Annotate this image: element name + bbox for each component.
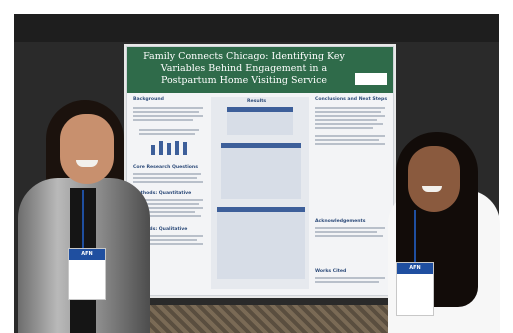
text-line	[133, 239, 197, 241]
mini-bar-figure	[151, 141, 191, 155]
badge-band-text: AFN	[81, 251, 93, 257]
text-line	[315, 115, 385, 117]
floor-carpet	[150, 305, 400, 333]
ceiling-band	[14, 14, 499, 42]
poster-header: Family Connects Chicago: Identifying Key…	[127, 47, 393, 93]
text-line	[315, 119, 377, 121]
text-line	[133, 107, 203, 109]
left-presenter-face	[60, 114, 114, 184]
section-acknowledgements-title: Acknowledgements	[315, 219, 366, 224]
text-line	[315, 107, 385, 109]
figure-bar	[151, 145, 155, 155]
right-presenter-face	[408, 146, 460, 212]
badge-band: AFN	[69, 249, 105, 260]
figure-bar	[175, 141, 179, 155]
results-table	[221, 143, 301, 199]
section-works-cited-title: Works Cited	[315, 269, 347, 274]
text-line	[315, 143, 385, 145]
figure-bar	[183, 142, 187, 155]
text-line	[133, 235, 203, 237]
text-line	[133, 173, 201, 175]
text-line	[133, 177, 197, 179]
text-line	[133, 115, 203, 117]
right-lanyard	[414, 210, 416, 262]
text-line	[315, 281, 379, 283]
text-line	[315, 123, 383, 125]
text-line	[133, 181, 203, 183]
poster-column-right: Conclusions and Next Steps Acknowledgeme…	[315, 97, 387, 289]
text-line	[133, 207, 203, 209]
right-presenter-smile	[422, 186, 442, 192]
section-methods-qual-title: Methods: Qualitative	[133, 227, 188, 232]
left-presenter-smile	[76, 160, 98, 167]
left-name-badge: AFN	[68, 248, 106, 300]
poster-title: Family Connects Chicago: Identifying Key…	[143, 51, 345, 86]
text-line	[139, 133, 195, 135]
left-lanyard	[82, 190, 84, 248]
text-line	[133, 111, 199, 113]
text-line	[315, 235, 383, 237]
table-header	[227, 107, 293, 112]
poster-column-left: Background Core Research Questions Metho…	[133, 97, 205, 289]
badge-band: AFN	[397, 263, 433, 274]
results-table	[227, 107, 293, 135]
results-table	[217, 207, 305, 279]
badge-band-text: AFN	[409, 265, 421, 271]
section-results-title: Results	[247, 99, 267, 104]
poster-logo	[355, 73, 387, 85]
text-line	[133, 203, 199, 205]
section-methods-quant-title: Methods: Quantitative	[133, 191, 192, 196]
text-line	[315, 135, 385, 137]
text-line	[315, 111, 381, 113]
research-poster: Family Connects Chicago: Identifying Key…	[126, 46, 394, 296]
text-line	[315, 139, 379, 141]
right-name-badge: AFN	[396, 262, 434, 316]
section-conclusions-title: Conclusions and Next Steps	[315, 97, 388, 102]
poster-column-middle: Results	[211, 97, 309, 289]
text-line	[315, 127, 373, 129]
section-research-questions-title: Core Research Questions	[133, 165, 198, 170]
text-line	[133, 199, 203, 201]
text-line	[139, 129, 199, 131]
text-line	[133, 243, 203, 245]
figure-bar	[167, 143, 171, 155]
text-line	[133, 119, 193, 121]
table-header	[221, 143, 301, 148]
text-line	[315, 277, 385, 279]
figure-bar	[159, 141, 163, 155]
table-header	[217, 207, 305, 212]
text-line	[315, 231, 377, 233]
section-background-title: Background	[133, 97, 164, 102]
text-line	[133, 211, 195, 213]
text-line	[133, 215, 201, 217]
text-line	[315, 227, 385, 229]
